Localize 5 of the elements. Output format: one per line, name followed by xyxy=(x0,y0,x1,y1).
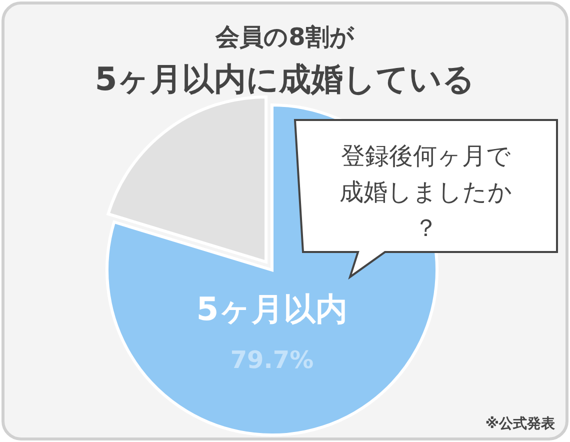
chart-subtitle: 5ヶ月以内に成婚している xyxy=(94,60,476,98)
slice-label: 5ヶ月以内 xyxy=(196,290,348,328)
text: 登録後何ヶ月で成婚しましたか？ xyxy=(340,142,512,242)
text: ※公式発表 xyxy=(485,416,556,432)
chart-title: 会員の8割が xyxy=(214,23,354,51)
